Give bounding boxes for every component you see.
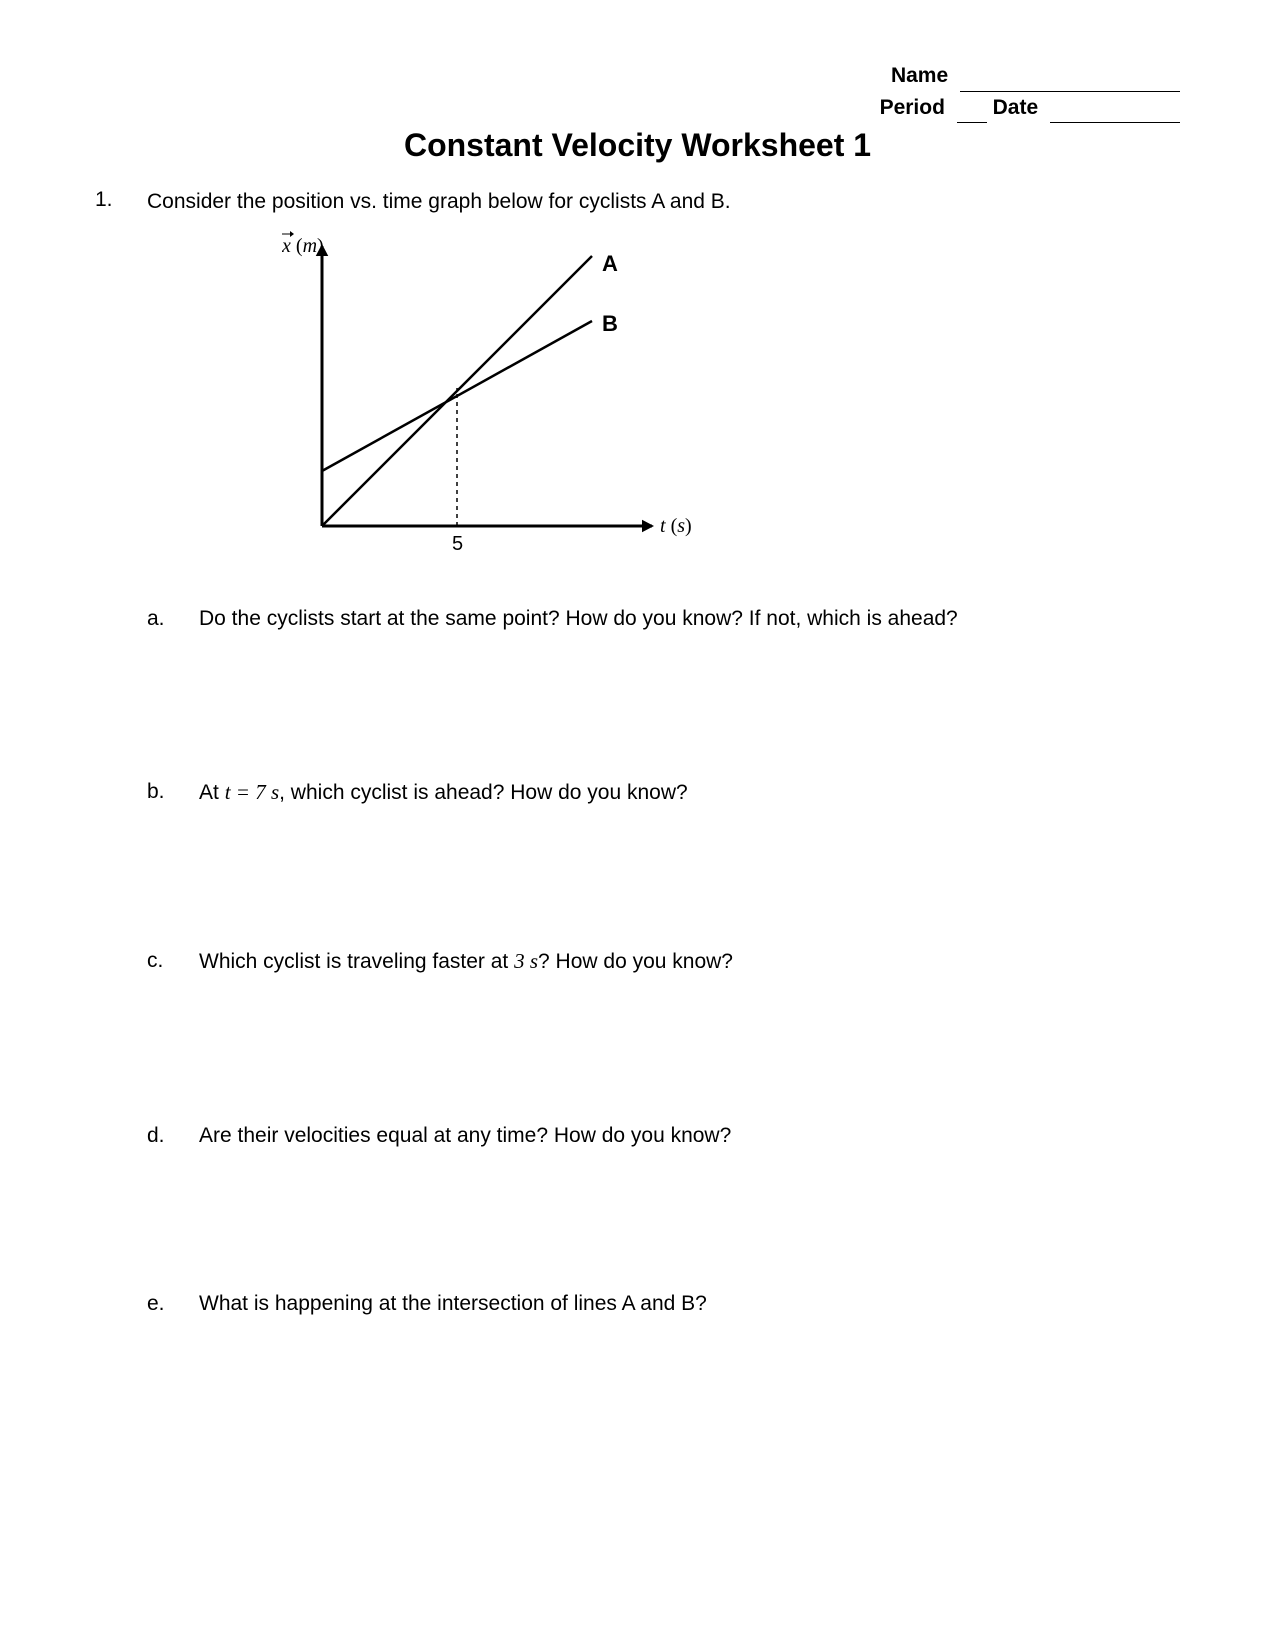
sub-text-d: Are their velocities equal at any time? … <box>199 1122 1180 1150</box>
date-blank[interactable] <box>1050 101 1180 123</box>
position-time-graph: A Bx (m) t (s) 5 <box>282 226 1180 574</box>
sub-letter-c: c. <box>147 947 199 976</box>
svg-text:5: 5 <box>452 533 463 555</box>
sub-text-b: At t = 7 s, which cyclist is ahead? How … <box>199 778 1180 807</box>
sub-c-val: 3 <box>514 949 530 973</box>
sub-letter-a: a. <box>147 605 199 633</box>
sub-b-eq: = 7 <box>231 780 271 804</box>
date-label: Date <box>993 96 1039 119</box>
svg-text:A: A <box>602 251 618 276</box>
period-label: Period <box>880 96 945 119</box>
sub-c-suffix: ? How do you know? <box>538 950 733 973</box>
sub-text-a: Do the cyclists start at the same point?… <box>199 605 1180 633</box>
answer-space-c <box>147 977 1180 1082</box>
sub-question-a: a. Do the cyclists start at the same poi… <box>147 605 1180 633</box>
sub-question-b: b. At t = 7 s, which cyclist is ahead? H… <box>147 778 1180 807</box>
period-date-row: Period Date <box>595 92 1180 124</box>
svg-text:t (s): t (s) <box>660 515 692 537</box>
answer-space-a <box>147 633 1180 738</box>
sub-b-suffix: , which cyclist is ahead? How do you kno… <box>279 781 688 804</box>
question-1: 1. Consider the position vs. time graph … <box>95 188 1180 1318</box>
sub-b-unit: s <box>271 780 279 804</box>
name-blank[interactable] <box>960 70 1180 92</box>
sub-text-e: What is happening at the intersection of… <box>199 1290 1180 1318</box>
svg-text:x (m): x (m) <box>282 235 324 257</box>
graph-svg: A Bx (m) t (s) 5 <box>282 226 702 566</box>
question-body: Consider the position vs. time graph bel… <box>147 188 1180 1318</box>
sub-letter-b: b. <box>147 778 199 807</box>
answer-space-d <box>147 1150 1180 1250</box>
sub-question-c: c. Which cyclist is traveling faster at … <box>147 947 1180 976</box>
answer-space-b <box>147 807 1180 907</box>
sub-c-unit: s <box>530 949 538 973</box>
sub-question-e: e. What is happening at the intersection… <box>147 1290 1180 1318</box>
period-blank[interactable] <box>957 101 987 123</box>
header-fields: Name Period Date <box>595 60 1180 123</box>
svg-text:B: B <box>602 311 618 336</box>
sub-c-prefix: Which cyclist is traveling faster at <box>199 950 514 973</box>
name-label: Name <box>891 64 948 87</box>
sub-b-prefix: At <box>199 781 225 804</box>
question-number: 1. <box>95 188 147 1318</box>
question-prompt: Consider the position vs. time graph bel… <box>147 188 1180 216</box>
sub-text-c: Which cyclist is traveling faster at 3 s… <box>199 947 1180 976</box>
sub-question-d: d. Are their velocities equal at any tim… <box>147 1122 1180 1150</box>
name-row: Name <box>595 60 1180 92</box>
sub-letter-e: e. <box>147 1290 199 1318</box>
worksheet-title: Constant Velocity Worksheet 1 <box>95 127 1180 164</box>
worksheet-page: Name Period Date Constant Velocity Works… <box>0 0 1275 1390</box>
sub-letter-d: d. <box>147 1122 199 1150</box>
